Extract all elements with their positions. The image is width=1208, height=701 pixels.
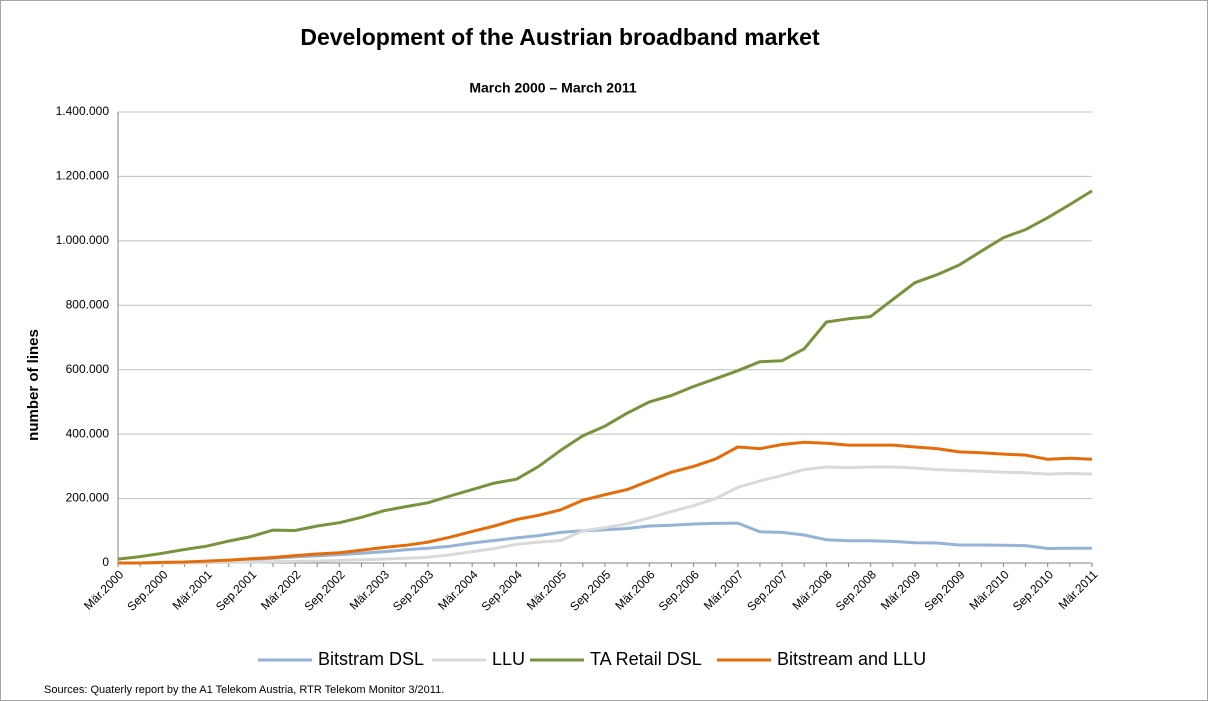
y-tick-label: 1.400.000 bbox=[56, 104, 110, 118]
chart-title: Development of the Austrian broadband ma… bbox=[300, 24, 820, 50]
y-tick-label: 600.000 bbox=[66, 362, 110, 376]
series-line bbox=[117, 189, 1093, 561]
y-tick-label: 800.000 bbox=[66, 297, 110, 311]
source-note: Sources: Quaterly report by the A1 Telek… bbox=[44, 684, 444, 696]
legend-label: LLU bbox=[492, 649, 525, 669]
y-tick-label: 400.000 bbox=[66, 426, 110, 440]
legend-label: TA Retail DSL bbox=[590, 649, 702, 669]
chart-subtitle: March 2000 – March 2011 bbox=[469, 80, 637, 96]
legend-label: Bitstream and LLU bbox=[777, 649, 926, 669]
y-tick-label: 200.000 bbox=[66, 491, 110, 505]
y-tick-label: 0 bbox=[102, 555, 109, 569]
series-line bbox=[118, 440, 1093, 565]
y-axis-label: number of lines bbox=[25, 329, 42, 441]
series-line bbox=[118, 465, 1093, 565]
y-tick-label: 1.000.000 bbox=[56, 233, 110, 247]
y-tick-label: 1.200.000 bbox=[56, 169, 110, 183]
legend-label: Bitstram DSL bbox=[318, 649, 424, 669]
